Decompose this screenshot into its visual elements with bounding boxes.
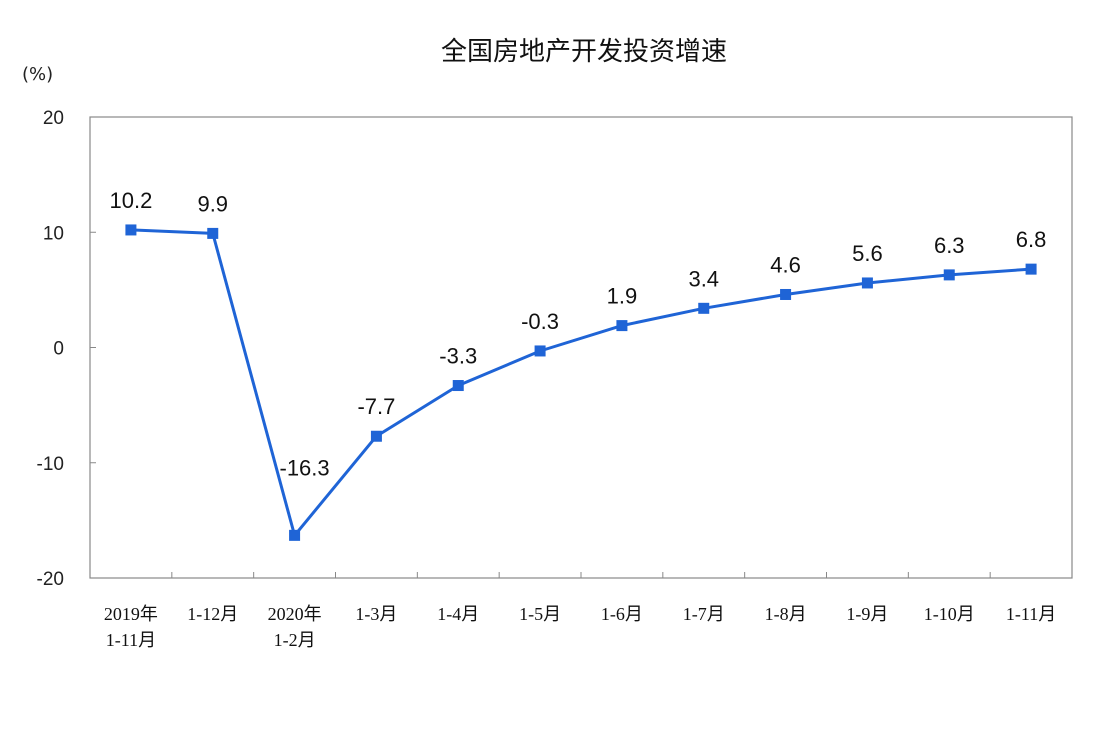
chart-title: 全国房地产开发投资增速	[441, 37, 727, 67]
data-point-marker	[207, 227, 219, 239]
data-label: 10.2	[110, 188, 153, 213]
plot-area	[89, 116, 1073, 579]
data-label: 5.6	[852, 241, 883, 266]
x-tick-label: 2019年	[104, 604, 158, 624]
x-tick-label: 1-7月	[683, 604, 725, 624]
y-tick-label: 0	[53, 339, 64, 360]
data-label: 6.8	[1016, 227, 1047, 252]
x-tick-label: 1-11月	[1006, 604, 1056, 624]
series-line-group	[125, 224, 1037, 541]
data-label: -3.3	[439, 344, 477, 369]
data-point-marker	[125, 224, 137, 236]
series-line	[130, 228, 1032, 537]
data-labels: 10.2 9.9 -16.3 -7.7 -3.3 -0.3 1.9 3.4 4.6 5.6 6.3 6…	[110, 188, 1047, 480]
x-tick-label: 1-10月	[924, 604, 975, 624]
data-label: -16.3	[280, 455, 330, 480]
data-label: 9.9	[197, 191, 228, 216]
y-axis-unit: (%)	[22, 64, 53, 85]
data-label: 3.4	[688, 266, 719, 291]
x-tick-label: 1-6月	[601, 604, 643, 624]
x-tick-label: 1-9月	[846, 604, 888, 624]
x-axis: 2019年 1-11月 1-12月 2020年 1-2月 1-3月 1-4月 1-5月 1-6月…	[104, 572, 1056, 650]
x-tick-label: 1-12月	[187, 604, 238, 624]
data-label: -7.7	[357, 394, 395, 419]
y-tick-label: 10	[43, 223, 64, 244]
data-point-marker	[861, 277, 873, 289]
x-tick-label: 1-2月	[274, 630, 316, 650]
data-point-marker	[616, 320, 628, 332]
data-label: 1.9	[607, 284, 638, 309]
data-label: 4.6	[770, 252, 801, 277]
x-tick-label: 1-4月	[437, 604, 479, 624]
y-tick-label: -20	[37, 569, 64, 590]
y-axis: 20 10 0 -10 -20	[37, 108, 96, 590]
data-label: -0.3	[521, 309, 559, 334]
data-point-marker	[452, 380, 464, 392]
x-tick-label: 1-11月	[106, 630, 156, 650]
x-tick-label: 2020年	[268, 604, 322, 624]
x-tick-label: 1-3月	[355, 604, 397, 624]
x-tick-label: 1-5月	[519, 604, 561, 624]
data-point-marker	[289, 529, 301, 541]
data-point-marker	[1025, 263, 1037, 275]
data-point-marker	[943, 269, 955, 281]
data-point-marker	[534, 345, 546, 357]
y-tick-label: 20	[43, 108, 64, 129]
data-point-marker	[780, 288, 792, 300]
x-tick-label: 1-8月	[765, 604, 807, 624]
data-point-marker	[698, 302, 710, 314]
data-label: 6.3	[934, 233, 965, 258]
data-point-marker	[370, 430, 382, 442]
y-tick-label: -10	[37, 454, 64, 475]
